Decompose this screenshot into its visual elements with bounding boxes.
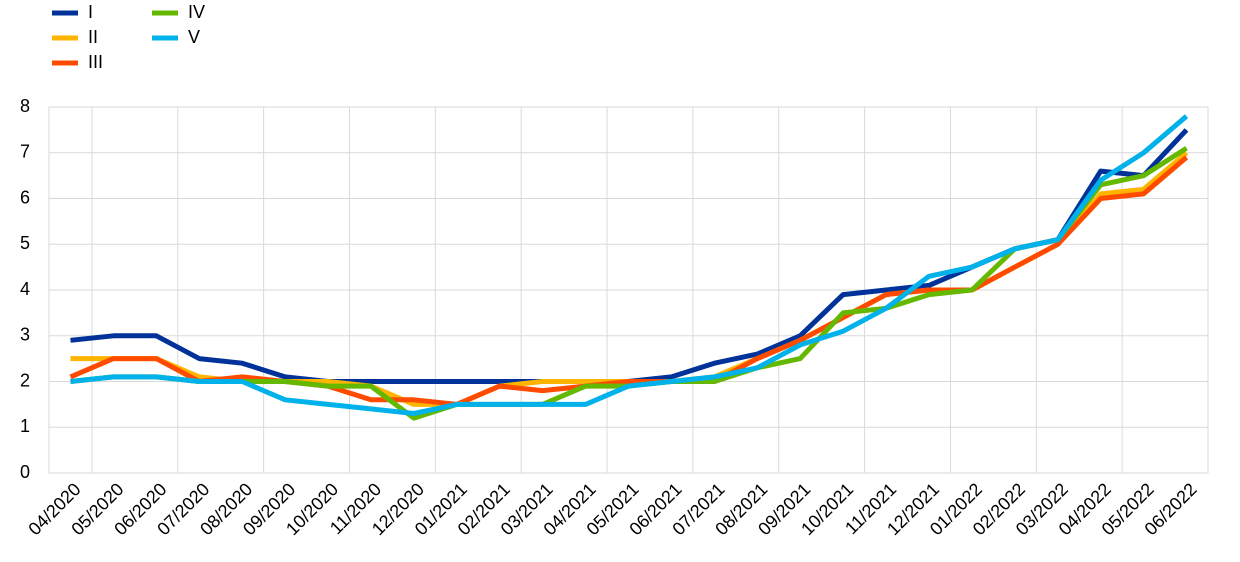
y-tick-label: 2 xyxy=(20,370,30,390)
y-tick-label: 6 xyxy=(20,187,30,207)
series-line xyxy=(70,150,1189,407)
y-tick-label: 4 xyxy=(20,279,30,299)
y-tick-label: 8 xyxy=(20,96,30,116)
legend-label: IV xyxy=(188,2,205,22)
y-tick-label: 1 xyxy=(20,416,30,436)
legend-label: II xyxy=(88,27,98,47)
y-tick-label: 0 xyxy=(20,462,30,482)
series-line xyxy=(69,155,1189,407)
y-tick-label: 5 xyxy=(20,233,30,253)
legend-label: III xyxy=(88,52,103,72)
legend-label: I xyxy=(88,2,93,22)
series-line xyxy=(70,128,1189,384)
y-tick-label: 7 xyxy=(20,142,30,162)
series-line xyxy=(70,114,1189,416)
legend-label: V xyxy=(188,27,200,47)
y-tick-label: 3 xyxy=(20,325,30,345)
